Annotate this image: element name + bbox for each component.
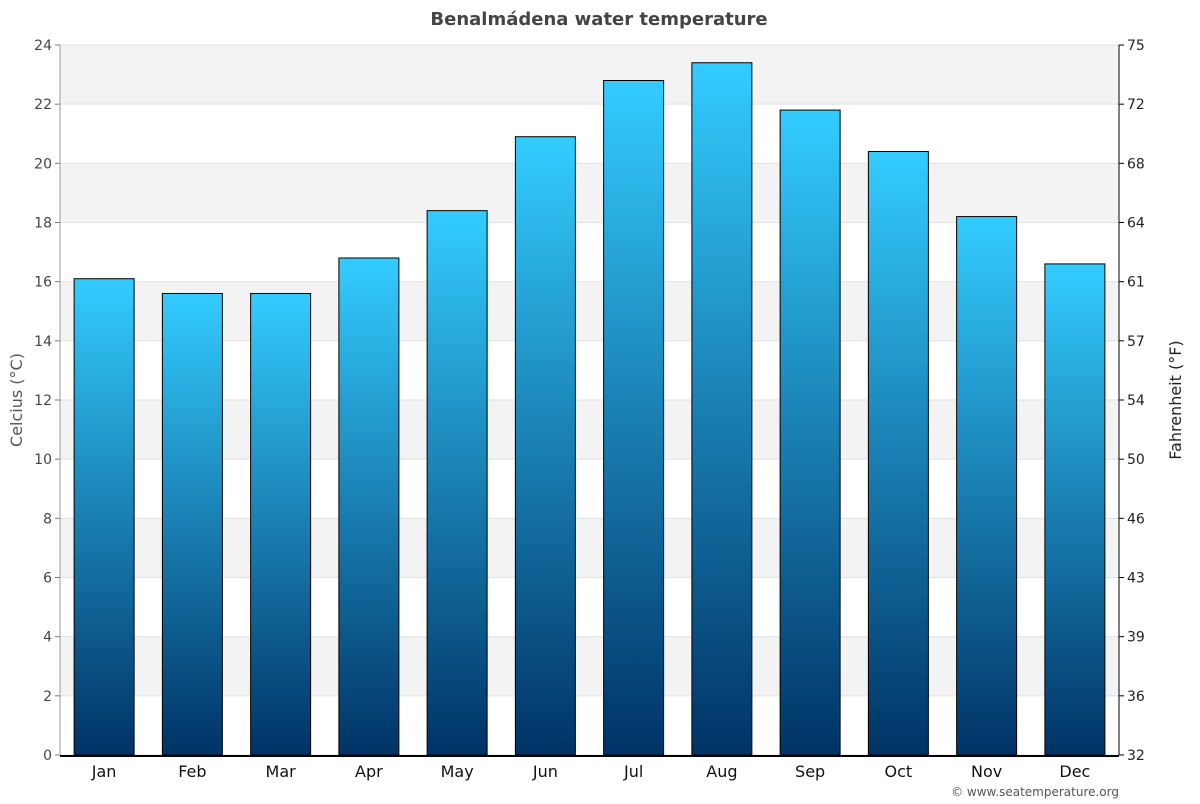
y2-tick-label: 50: [1127, 452, 1145, 468]
grid-band: [60, 163, 1119, 223]
y2-tick-label: 36: [1127, 689, 1145, 705]
grid-band: [60, 45, 1119, 105]
y-tick-label: 22: [34, 97, 52, 113]
grid-band: [60, 636, 1119, 696]
bar-aug: [691, 62, 753, 756]
x-tick-label: Mar: [266, 762, 297, 781]
y-tick-label: 0: [43, 748, 52, 764]
grid-band: [60, 400, 1119, 460]
bar-jan: [73, 278, 135, 756]
x-tick-label: Sep: [795, 762, 825, 781]
grid-band: [60, 518, 1119, 578]
y-tick-label: 24: [34, 38, 52, 54]
y2-tick-label: 75: [1127, 38, 1145, 54]
y-axis-label: Celcius (°C): [7, 353, 26, 447]
y-tick-label: 20: [34, 156, 52, 172]
x-tick-label: Apr: [355, 762, 383, 781]
bar-nov: [956, 216, 1018, 756]
y2-tick-label: 46: [1127, 511, 1145, 527]
bar-may: [426, 210, 488, 756]
y-tick-label: 18: [34, 216, 52, 232]
bar-jun: [514, 136, 576, 756]
x-tick-label: May: [441, 762, 474, 781]
y-tick-label: 14: [34, 334, 52, 350]
y2-tick-label: 39: [1127, 630, 1145, 646]
y2-axis-label: Fahrenheit (°F): [1166, 340, 1185, 459]
y-tick-label: 6: [43, 571, 52, 587]
y2-tick-label: 64: [1127, 216, 1145, 232]
bar-mar: [250, 293, 312, 756]
y-tick-label: 2: [43, 689, 52, 705]
bar-dec: [1044, 263, 1106, 756]
y2-tick-label: 68: [1127, 156, 1145, 172]
y-tick-label: 16: [34, 275, 52, 291]
x-tick-label: Aug: [706, 762, 737, 781]
bar-apr: [338, 257, 400, 756]
y2-tick-label: 57: [1127, 334, 1145, 350]
y2-tick-label: 61: [1127, 275, 1145, 291]
x-tick-label: Jun: [532, 762, 558, 781]
y-tick-label: 4: [43, 630, 52, 646]
x-tick-label: Oct: [885, 762, 913, 781]
x-tick-label: Dec: [1059, 762, 1090, 781]
x-tick-label: Feb: [178, 762, 206, 781]
bar-oct: [867, 151, 929, 756]
grid-band: [60, 281, 1119, 341]
chart-title: Benalmádena water temperature: [430, 9, 767, 30]
y2-tick-label: 72: [1127, 97, 1145, 113]
bar-feb: [161, 293, 223, 756]
y-tick-label: 12: [34, 393, 52, 409]
y-tick-label: 8: [43, 511, 52, 527]
credit[interactable]: © www.seatemperature.org: [951, 785, 1119, 799]
x-tick-label: Jul: [623, 762, 643, 781]
y2-tick-label: 54: [1127, 393, 1145, 409]
x-tick-label: Jan: [91, 762, 117, 781]
y-tick-label: 10: [34, 452, 52, 468]
bar-jul: [603, 80, 665, 756]
y2-tick-label: 32: [1127, 748, 1145, 764]
y2-tick-label: 43: [1127, 571, 1145, 587]
bar-sep: [779, 109, 841, 756]
x-tick-label: Nov: [971, 762, 1002, 781]
